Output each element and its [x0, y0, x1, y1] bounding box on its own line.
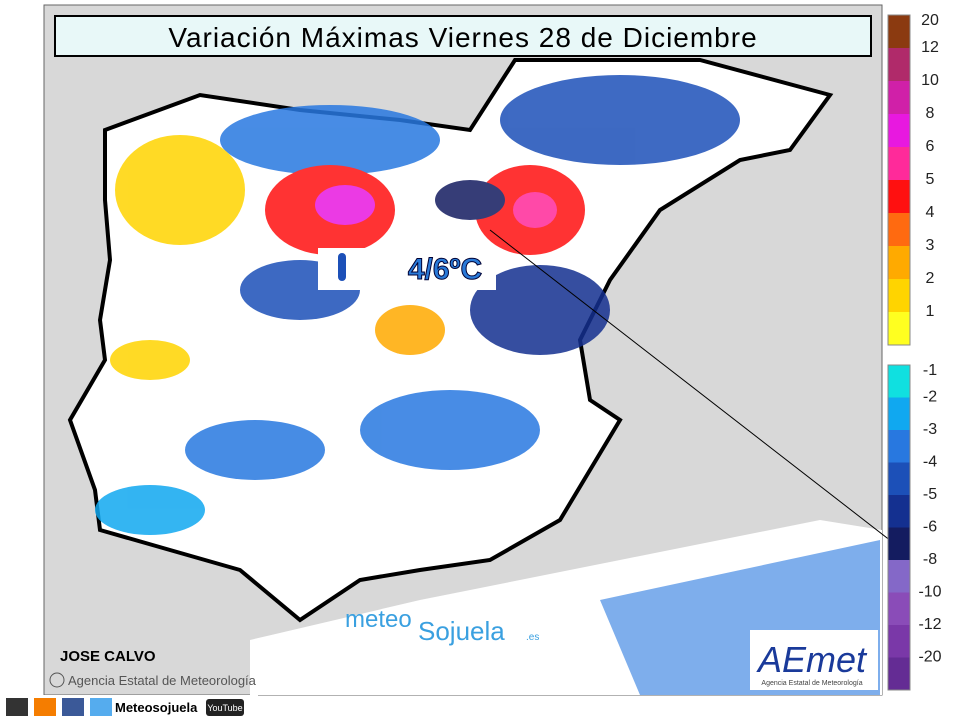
legend-swatch	[888, 246, 910, 279]
legend-label: 4	[926, 204, 935, 221]
watermark-es: .es	[526, 632, 539, 643]
author: JOSE CALVO	[60, 648, 156, 665]
copyright-icon	[49, 672, 65, 688]
thermometer-icon	[338, 253, 346, 281]
legend-swatch	[888, 81, 910, 114]
legend-label: -2	[923, 389, 937, 406]
anomaly-blobs	[95, 75, 740, 535]
legend-label: 8	[926, 105, 935, 122]
legend-swatch	[888, 365, 910, 398]
legend-label: 12	[921, 39, 939, 56]
social-bar: Meteosojuela YouTube	[0, 695, 258, 720]
legend-label: -20	[918, 649, 941, 666]
legend-label: -4	[923, 454, 937, 471]
legend-swatch	[888, 213, 910, 246]
legend-label: 5	[926, 171, 935, 188]
legend-swatch	[888, 527, 910, 560]
legend-label: -6	[923, 519, 937, 536]
iberia	[67, 58, 834, 623]
legend-label: -8	[923, 551, 937, 568]
legend-swatch	[888, 114, 910, 147]
legend-swatch	[888, 495, 910, 528]
legend-frame	[887, 364, 911, 691]
twitter-icon	[90, 698, 112, 716]
blogger-icon	[34, 698, 56, 716]
legend-swatch	[888, 180, 910, 213]
youtube-icon	[206, 699, 244, 716]
legend-swatch	[888, 397, 910, 430]
legend-label: -12	[918, 616, 941, 633]
title: Variación Máximas Viernes 28 de Diciembr…	[168, 22, 757, 53]
watermark-meteo: meteo	[345, 606, 412, 633]
legend-swatch	[888, 279, 910, 312]
legend-label: 1	[926, 303, 935, 320]
legend-swatch	[888, 592, 910, 625]
instagram-icon	[6, 698, 28, 716]
legend-label: -5	[923, 486, 937, 503]
watermark-sojuela: Sojuela	[418, 616, 505, 646]
social-name: Meteosojuela	[115, 700, 198, 715]
legend-swatch	[888, 48, 910, 81]
pointer-line	[489, 229, 901, 549]
legend-swatch	[888, 312, 910, 345]
legend-label: 20	[921, 12, 939, 29]
legend-swatch	[888, 657, 910, 690]
legend-swatch	[888, 625, 910, 658]
youtube-label: YouTube	[207, 703, 242, 713]
legend-label: -1	[923, 362, 937, 379]
legend-frame	[887, 14, 911, 346]
legend-swatch	[888, 430, 910, 463]
logo-name: AEmet	[756, 639, 868, 680]
color-legend: 20 12 10 8 6 5 4 3 2 1 -1 -2 -3 -4 -5 -6 -8 -10 -12 -20	[887, 12, 942, 691]
legend-label: 3	[926, 237, 935, 254]
legend-label: -10	[918, 584, 941, 601]
legend-swatch	[888, 15, 910, 48]
legend-label: -3	[923, 421, 937, 438]
credit: Agencia Estatal de Meteorología	[68, 673, 257, 688]
legend-swatch	[888, 462, 910, 495]
logo-box	[750, 630, 878, 690]
map: 4/6ºC Variación Máximas Viernes 28 de Di…	[43, 4, 901, 696]
logo-subtitle: Agencia Estatal de Meteorología	[761, 680, 862, 687]
annotation-label: 4/6ºC	[408, 253, 482, 286]
legend-swatch	[888, 147, 910, 180]
legend-label: 2	[926, 270, 935, 287]
legend-label: 6	[926, 138, 935, 155]
facebook-icon	[62, 698, 84, 716]
legend-swatch	[888, 560, 910, 593]
legend-label: 10	[921, 72, 939, 89]
title-box	[54, 15, 872, 57]
annotation-box	[318, 248, 496, 290]
